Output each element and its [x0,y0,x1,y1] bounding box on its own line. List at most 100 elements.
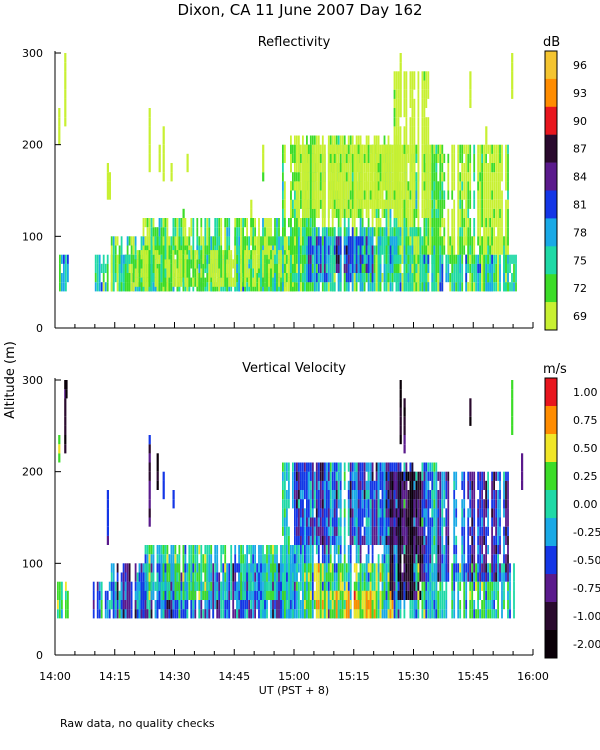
data-cell [311,263,314,273]
data-cell [375,172,378,182]
data-cell [413,208,416,218]
data-cell [499,218,501,228]
data-cell [284,254,286,264]
data-cell [411,135,414,145]
data-cell [294,254,296,264]
data-cell [383,181,386,191]
data-cell [96,273,99,283]
data-cell [403,172,406,182]
data-cell [136,268,139,278]
data-cell [329,181,332,191]
data-cell [357,254,360,264]
data-cell [172,277,175,287]
data-cell [218,277,221,287]
data-cell [184,277,187,287]
data-cell [339,135,342,145]
data-cell [307,273,310,283]
data-cell [302,144,304,154]
data-cell [501,245,503,255]
data-cell [200,563,203,573]
data-cell [497,190,499,200]
data-cell [172,236,175,246]
data-cell [447,153,450,163]
data-cell [290,163,292,173]
data-cell [385,218,388,228]
data-cell [317,172,320,182]
data-cell [349,144,352,154]
data-cell [413,153,416,163]
data-cell [214,218,217,228]
data-cell [385,282,388,292]
data-cell [481,153,483,163]
data-cell [395,199,398,209]
data-cell [409,80,412,90]
data-cell [238,218,240,228]
data-cell [158,581,161,591]
data-cell [331,144,334,154]
data-cell [431,153,434,163]
data-cell [268,236,270,246]
data-cell [335,245,338,255]
data-cell [457,163,460,173]
data-cell [250,609,252,619]
data-cell [96,263,99,273]
data-cell [405,254,408,264]
data-cell [405,135,408,145]
data-cell [134,590,137,600]
data-cell [226,277,229,287]
data-cell [184,600,187,610]
data-cell [327,135,330,145]
data-cell [309,135,312,145]
data-cell [495,163,497,173]
data-cell [188,563,191,573]
data-cell [220,259,223,269]
data-cell [110,236,113,246]
data-cell [162,227,165,237]
data-cell [204,581,207,591]
data-cell [349,263,352,273]
data-cell [154,277,157,287]
data-cell [363,199,366,209]
data-cell [499,190,501,200]
data-cell [505,245,507,255]
data-cell [268,250,270,260]
data-cell [282,208,284,218]
data-cell [258,609,260,619]
data-cell [487,190,489,200]
data-cell [292,273,294,283]
data-cell [162,609,165,619]
data-streak [64,53,67,63]
data-cell [341,172,344,182]
data-cell [112,609,115,619]
data-streak [108,190,111,200]
data-cell [298,172,300,182]
data-cell [268,227,270,237]
data-cell [311,190,314,200]
data-cell [367,282,370,292]
data-cell [240,227,242,237]
data-cell [461,236,464,246]
data-cell [274,236,276,246]
data-cell [158,590,161,600]
data-cell [192,236,195,246]
data-cell [186,581,189,591]
data-streak [399,62,402,72]
data-cell [347,199,350,209]
data-cell [136,259,139,269]
data-cell [59,282,61,292]
data-cell [511,254,513,264]
data-cell [178,259,181,269]
data-cell [321,190,324,200]
data-cell [491,190,493,200]
data-cell [367,273,370,283]
data-cell [363,144,366,154]
data-cell [150,572,153,582]
data-cell [288,218,290,228]
data-cell [296,153,298,163]
data-cell [112,282,115,292]
data-cell [122,282,125,292]
data-cell [96,600,99,610]
data-cell [441,245,444,255]
data-cell [387,236,390,246]
data-cell [393,135,396,145]
